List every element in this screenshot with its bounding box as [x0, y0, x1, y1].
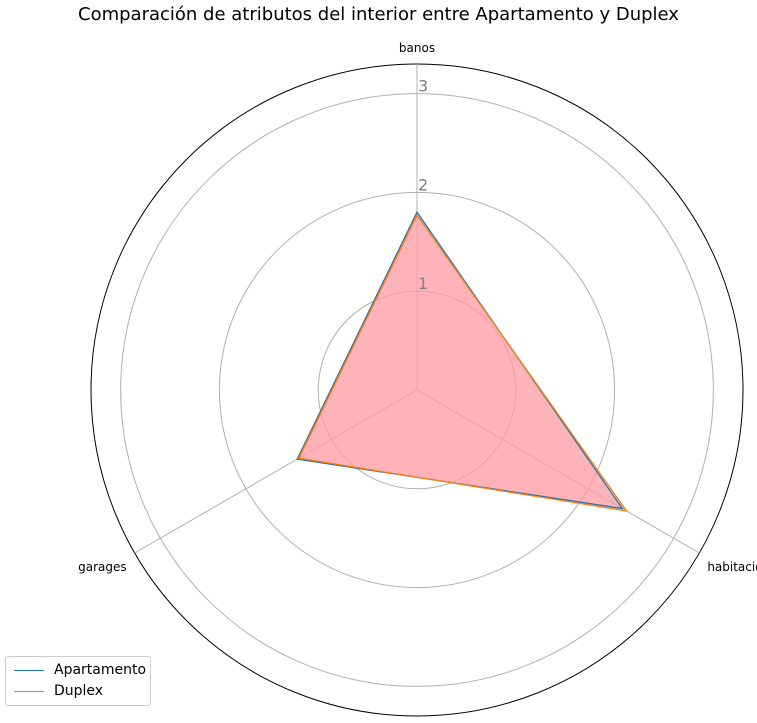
series-fill-duplex — [298, 215, 627, 512]
r-tick-label-2: 2 — [418, 175, 428, 194]
series-line-duplex — [297, 213, 629, 512]
chart-title: Comparación de atributos del interior en… — [78, 4, 679, 25]
axis-label-habitaciones: habitaciones — [707, 560, 757, 574]
legend-label-apartamento: Apartamento — [54, 662, 147, 678]
series-layer — [296, 210, 629, 512]
legend-item-apartamento: Apartamento — [14, 660, 146, 680]
legend-swatch-duplex — [14, 690, 44, 692]
legend: Apartamento Duplex — [5, 656, 151, 706]
axis-label-garages: garages — [78, 560, 127, 574]
axis-label-banos: banos — [399, 41, 435, 55]
r-tick-label-1: 1 — [418, 274, 428, 293]
label-layer: 1 2 3 banos habitaciones garages — [78, 41, 757, 574]
r-tick-label-3: 3 — [418, 77, 428, 96]
legend-label-duplex: Duplex — [54, 683, 104, 699]
legend-item-duplex: Duplex — [14, 681, 103, 701]
legend-swatch-apartamento — [14, 669, 44, 671]
